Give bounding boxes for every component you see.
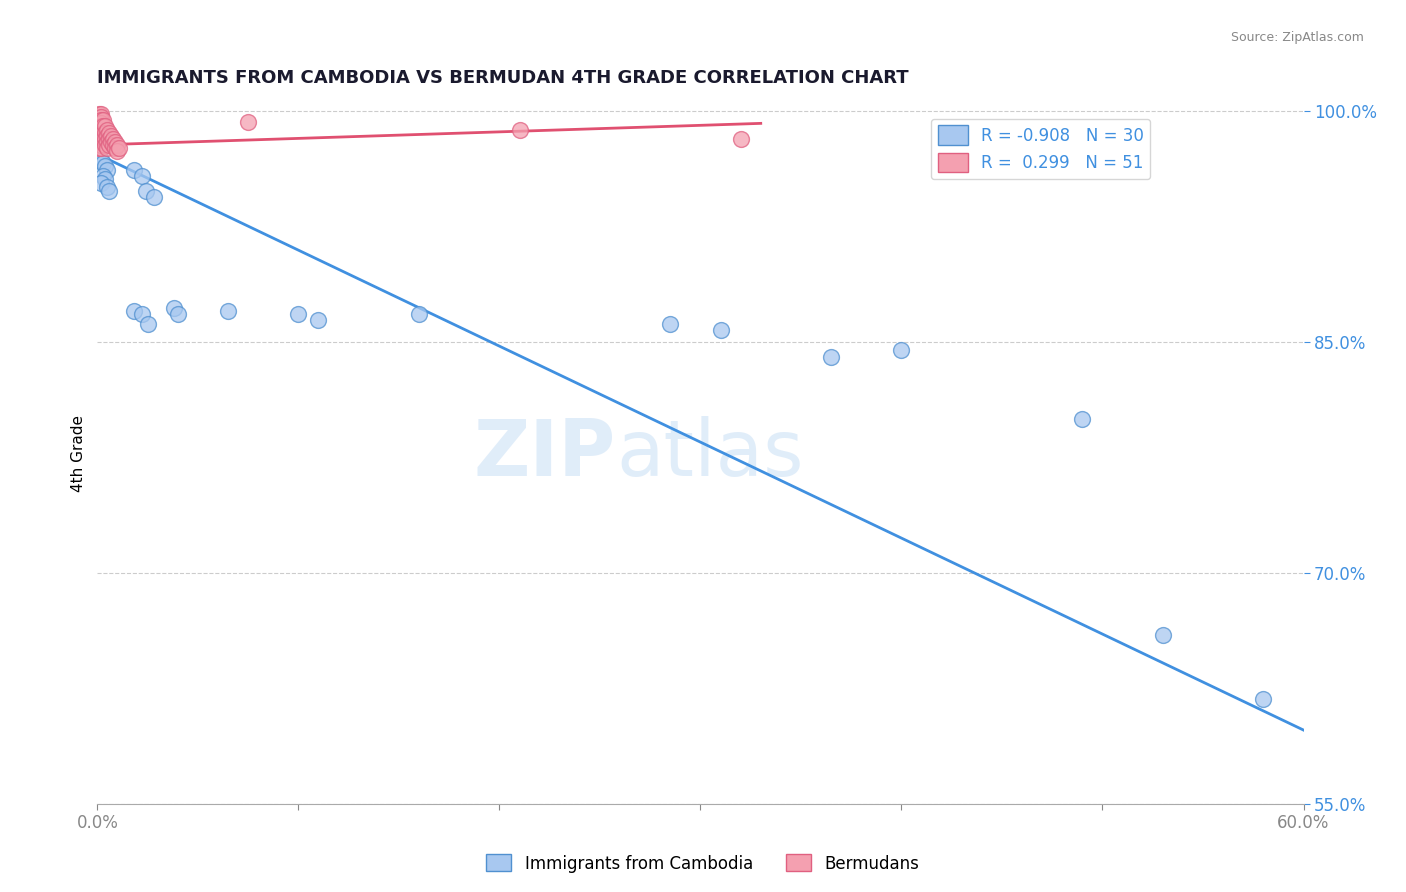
Point (90, 120, 112, 134)
Point (90, 177, 112, 191)
Point (94, 137, 117, 152)
Point (90, 110, 112, 124)
Point (659, 317, 682, 331)
Point (820, 351, 842, 365)
Point (96, 179, 118, 194)
Point (103, 137, 125, 152)
Point (89, 141, 111, 155)
Point (308, 313, 330, 327)
Point (104, 141, 127, 155)
Point (90, 137, 112, 152)
Point (94, 171, 117, 186)
Point (93, 156, 115, 170)
Point (89, 128, 111, 143)
Point (90, 122, 112, 136)
Point (93, 169, 115, 183)
Point (103, 132, 125, 146)
Point (98, 126, 121, 140)
Point (89, 120, 111, 134)
Point (93, 132, 115, 146)
Point (166, 307, 188, 321)
Point (98, 137, 121, 152)
Point (287, 307, 309, 321)
Point (89, 113, 111, 128)
Point (1152, 627, 1174, 641)
Point (730, 132, 752, 146)
Y-axis label: 4th Grade: 4th Grade (72, 415, 86, 492)
Text: IMMIGRANTS FROM CAMBODIA VS BERMUDAN 4TH GRADE CORRELATION CHART: IMMIGRANTS FROM CAMBODIA VS BERMUDAN 4TH… (97, 69, 908, 87)
Point (93, 120, 115, 134)
Point (136, 317, 159, 331)
Point (90, 116, 112, 130)
Point (98, 132, 121, 146)
Point (131, 307, 153, 321)
Point (89, 107, 111, 121)
Point (163, 301, 186, 315)
Point (1071, 412, 1094, 426)
Legend: R = -0.908   N = 30, R =  0.299   N = 51: R = -0.908 N = 30, R = 0.299 N = 51 (931, 119, 1150, 179)
Point (94, 120, 117, 134)
Point (89, 116, 111, 130)
Point (100, 128, 122, 143)
Point (89, 110, 111, 124)
Point (89, 122, 111, 136)
Point (122, 304, 145, 318)
Point (107, 137, 129, 152)
Text: Source: ZipAtlas.com: Source: ZipAtlas.com (1230, 31, 1364, 45)
Point (108, 141, 131, 155)
Point (104, 135, 127, 149)
Point (89, 132, 111, 146)
Point (90, 153, 112, 168)
Point (96, 135, 118, 149)
Point (93, 126, 115, 140)
Text: ZIP: ZIP (474, 416, 616, 491)
Point (709, 323, 731, 337)
Point (96, 128, 118, 143)
Point (142, 190, 165, 204)
Text: atlas: atlas (616, 416, 803, 491)
Point (217, 304, 239, 318)
Point (94, 160, 117, 174)
Point (89, 126, 111, 140)
Point (90, 128, 112, 143)
Point (135, 184, 157, 198)
Point (96, 141, 118, 155)
Point (90, 135, 112, 149)
Point (89, 135, 111, 149)
Point (89, 150, 111, 164)
Point (100, 135, 122, 149)
Point (508, 122, 530, 136)
Point (89, 137, 111, 152)
Point (96, 162, 118, 177)
Point (90, 141, 112, 155)
Point (90, 107, 112, 121)
Point (107, 144, 129, 158)
Point (131, 169, 153, 183)
Point (122, 162, 145, 177)
Point (94, 126, 117, 140)
Point (96, 122, 118, 136)
Point (90, 132, 112, 146)
Point (90, 113, 112, 128)
Point (236, 115, 259, 129)
Legend: Immigrants from Cambodia, Bermudans: Immigrants from Cambodia, Bermudans (479, 847, 927, 880)
Point (94, 132, 117, 146)
Point (890, 343, 912, 357)
Point (98, 184, 121, 198)
Point (90, 126, 112, 140)
Point (93, 113, 115, 128)
Point (408, 307, 430, 321)
Point (1253, 692, 1275, 706)
